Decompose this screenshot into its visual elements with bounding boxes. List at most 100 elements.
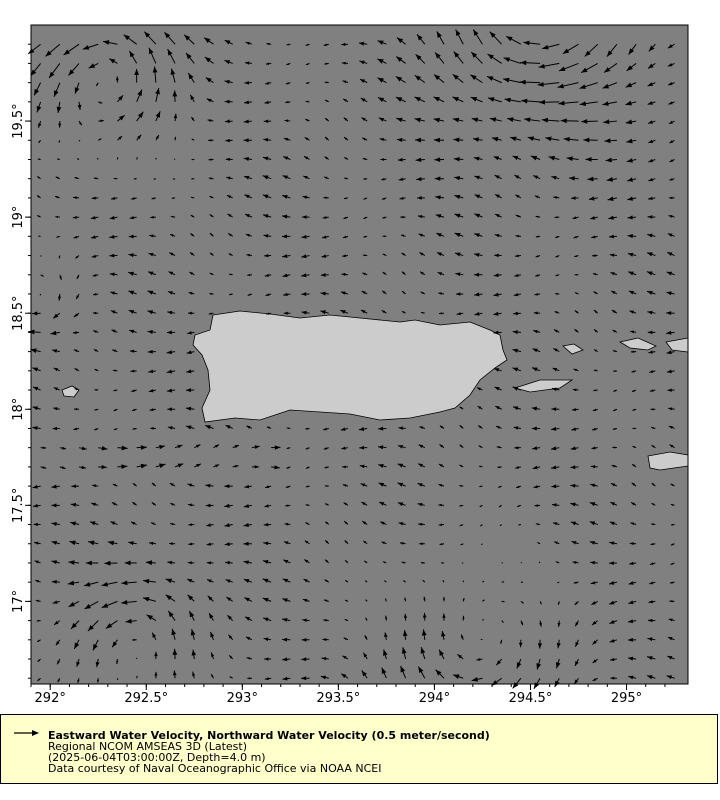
velocity-arrow xyxy=(536,658,542,670)
st-thomas-island xyxy=(618,337,657,351)
velocity-arrow xyxy=(192,671,196,679)
velocity-arrow xyxy=(459,484,464,487)
velocity-arrow xyxy=(362,652,368,660)
velocity-arrow xyxy=(224,59,233,65)
velocity-arrow xyxy=(344,177,349,180)
legend-credit: Data courtesy of Naval Oceanographic Off… xyxy=(48,762,382,775)
velocity-arrow xyxy=(303,559,310,564)
velocity-arrow xyxy=(512,330,521,335)
velocity-arrow xyxy=(305,100,310,103)
velocity-arrow xyxy=(52,426,60,431)
velocity-arrow xyxy=(574,601,579,606)
velocity-arrow xyxy=(281,214,291,219)
velocity-arrow xyxy=(185,406,195,411)
velocity-arrow xyxy=(626,138,637,144)
velocity-arrow xyxy=(462,597,465,602)
velocity-arrow xyxy=(630,350,637,353)
velocity-arrow xyxy=(262,214,272,219)
velocity-arrow xyxy=(400,665,407,679)
velocity-arrow xyxy=(579,101,598,107)
velocity-arrow xyxy=(533,311,541,315)
velocity-arrow xyxy=(323,599,329,602)
velocity-arrow xyxy=(649,581,656,585)
velocity-arrow xyxy=(602,101,618,106)
velocity-arrow xyxy=(606,177,618,182)
velocity-arrow xyxy=(225,579,233,583)
velocity-arrow xyxy=(436,31,445,45)
velocity-arrow xyxy=(628,290,637,295)
velocity-arrow xyxy=(56,658,61,665)
velocity-arrow xyxy=(282,676,291,681)
velocity-arrow xyxy=(136,134,142,141)
velocity-arrow xyxy=(301,676,310,681)
velocity-arrow xyxy=(452,73,464,84)
velocity-arrow xyxy=(169,542,176,546)
velocity-arrow xyxy=(670,562,675,566)
velocity-arrow xyxy=(343,637,349,641)
velocity-arrow xyxy=(377,40,387,45)
velocity-arrow xyxy=(669,196,675,200)
velocity-arrow xyxy=(324,156,330,160)
velocity-arrow xyxy=(482,618,484,621)
velocity-arrow xyxy=(498,485,502,489)
velocity-arrow xyxy=(173,113,178,122)
velocity-arrow xyxy=(403,580,406,583)
velocity-arrow xyxy=(203,37,214,45)
velocity-arrow xyxy=(131,408,137,412)
velocity-arrow xyxy=(244,597,253,602)
velocity-arrow xyxy=(501,562,503,564)
velocity-arrow xyxy=(324,62,329,65)
velocity-arrow xyxy=(487,97,502,103)
velocity-arrow xyxy=(593,369,598,372)
velocity-arrow xyxy=(520,620,524,626)
velocity-arrow xyxy=(282,273,291,278)
velocity-arrow xyxy=(166,388,176,393)
velocity-arrow xyxy=(626,158,637,163)
velocity-arrow xyxy=(557,620,561,627)
velocity-arrow xyxy=(628,43,637,55)
velocity-arrow xyxy=(398,426,406,430)
velocity-arrow xyxy=(283,559,291,564)
velocity-arrow xyxy=(574,310,579,314)
velocity-arrow xyxy=(666,675,675,680)
velocity-arrow xyxy=(117,94,124,103)
velocity-arrow xyxy=(128,271,137,276)
velocity-arrow xyxy=(136,445,147,450)
velocity-arrow xyxy=(572,561,579,564)
velocity-arrow xyxy=(384,632,388,640)
velocity-arrow xyxy=(496,658,503,666)
velocity-arrow xyxy=(379,521,387,525)
velocity-arrow xyxy=(266,42,272,46)
velocity-arrow xyxy=(608,581,618,585)
velocity-arrow xyxy=(340,291,349,295)
velocity-arrow xyxy=(365,599,368,602)
velocity-arrow xyxy=(265,293,272,297)
velocity-arrow xyxy=(167,426,176,430)
velocity-arrow xyxy=(265,62,272,65)
velocity-arrow xyxy=(541,117,560,123)
velocity-arrow xyxy=(55,639,61,646)
velocity-arrow xyxy=(396,137,406,143)
velocity-arrow xyxy=(91,502,99,507)
velocity-arrow xyxy=(610,482,618,487)
velocity-arrow xyxy=(96,678,100,683)
velocity-arrow xyxy=(204,56,214,64)
velocity-arrow xyxy=(433,74,445,84)
velocity-arrow xyxy=(471,117,483,123)
velocity-arrow xyxy=(32,426,41,431)
velocity-arrow xyxy=(397,157,406,162)
velocity-arrow xyxy=(57,677,61,683)
velocity-arrow xyxy=(304,540,310,545)
velocity-arrow xyxy=(571,427,579,431)
velocity-arrow xyxy=(516,658,522,669)
velocity-arrow xyxy=(323,427,329,431)
velocity-arrow xyxy=(243,157,252,161)
velocity-arrow xyxy=(142,597,157,602)
velocity-arrow xyxy=(551,407,560,412)
velocity-arrow xyxy=(573,368,579,372)
velocity-arrow xyxy=(667,251,675,257)
velocity-arrow xyxy=(572,216,579,220)
velocity-arrow xyxy=(474,292,483,297)
velocity-arrow xyxy=(324,117,330,122)
velocity-arrow xyxy=(591,620,599,626)
